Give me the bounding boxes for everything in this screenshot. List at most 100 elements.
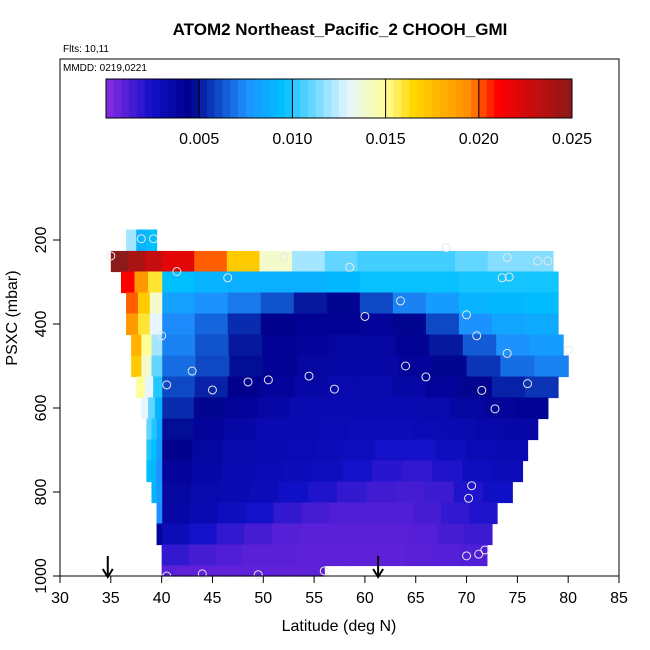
colorbar-segment (408, 79, 418, 118)
heatmap-cell (524, 313, 559, 336)
x-tick-label: 60 (356, 590, 374, 607)
heatmap-cell (336, 481, 367, 504)
colorbar-segment (556, 79, 565, 118)
sample-point (304, 371, 314, 381)
heatmap-cell (307, 481, 338, 504)
heatmap-edge-cell (110, 250, 129, 273)
colorbar-segment (168, 79, 177, 118)
heatmap-cell (392, 271, 427, 294)
heatmap-cell (194, 271, 229, 294)
heatmap-cell (297, 565, 312, 577)
heatmap-cell (324, 544, 352, 567)
sample-point (543, 256, 553, 266)
colorbar-segment (509, 79, 519, 118)
colorbar: 0.005 0.010 0.015 0.020 0.025 (105, 78, 592, 148)
colorbar-segment (393, 79, 402, 118)
x-tick-label: 55 (305, 590, 323, 607)
heatmap-cell (453, 481, 484, 504)
heatmap-cell (326, 313, 361, 336)
heatmap-cell (402, 460, 433, 483)
x-tick-label: 50 (254, 590, 272, 607)
heatmap-cell (451, 397, 485, 420)
heatmap-cell (425, 313, 460, 336)
colorbar-segment (292, 79, 301, 118)
colorbar-segment (175, 79, 185, 118)
heatmap-cell (249, 481, 280, 504)
heatmap-cell (441, 502, 470, 525)
colorbar-segment (432, 79, 441, 118)
heatmap-cell (425, 376, 460, 399)
heatmap-cell (491, 376, 526, 399)
heatmap-cell (458, 271, 493, 294)
colorbar-segment (121, 79, 130, 118)
heatmap-edge-cell (146, 418, 153, 441)
colorbar-segment (276, 79, 286, 118)
colorbar-segment (362, 79, 371, 118)
x-tick-label: 45 (204, 590, 222, 607)
sample-point (263, 375, 273, 385)
colorbar-segment (540, 79, 550, 118)
heatmap-cell (436, 523, 466, 546)
colorbar-segment (214, 79, 223, 118)
colorbar-segment (502, 79, 511, 118)
sample-point (157, 331, 167, 341)
heatmap-cell (161, 481, 192, 504)
heatmap-edge-cell (144, 250, 163, 273)
colorbar-segment (307, 79, 317, 118)
sample-point (502, 348, 512, 358)
heatmap-cell (318, 418, 351, 441)
colorbar-segment (253, 79, 262, 118)
heatmap-edge-cell (151, 418, 158, 441)
sample-points (106, 234, 573, 581)
heatmap-cell (194, 313, 229, 336)
heatmap-edge-cell (146, 229, 158, 252)
x-tick-label: 70 (458, 590, 476, 607)
heatmap-cell (228, 334, 263, 357)
heatmap-cell (189, 502, 219, 525)
heatmap-cell (524, 292, 559, 315)
sample-point (253, 570, 263, 580)
heatmap-cell (459, 544, 488, 567)
heatmap-cell (326, 376, 361, 399)
heatmap-edge-cell (144, 376, 154, 399)
heatmap-edge-cell (156, 523, 163, 546)
heatmap-cell (349, 418, 382, 441)
heatmap-edge-cell (154, 397, 163, 420)
sample-point (462, 310, 472, 320)
heatmap-cell (293, 313, 328, 336)
heatmap-cell (283, 565, 298, 577)
sample-point (279, 252, 289, 262)
heatmap-cell (220, 481, 250, 504)
heatmap-edge-cell (153, 376, 163, 399)
heatmap-edge-cell (141, 397, 149, 420)
x-tick-label: 30 (51, 590, 69, 607)
heatmap-edge-cell (156, 481, 163, 504)
heatmap-cell (455, 250, 489, 273)
x-tick-label: 75 (508, 590, 526, 607)
heatmap-cell (496, 334, 531, 357)
heatmap-cell (161, 418, 194, 441)
colorbar-segment (377, 79, 387, 118)
heatmap-cell (283, 439, 315, 462)
heatmap-cell (405, 439, 437, 462)
heatmap-edge-cell (156, 460, 163, 483)
colorbar-segment (152, 79, 161, 118)
heatmap-cell (359, 376, 394, 399)
heatmap-cell (260, 271, 295, 294)
sample-point (464, 493, 474, 503)
colorbar-segment (137, 79, 146, 118)
heatmap-cell (290, 397, 324, 420)
heatmap-edge-cell (141, 355, 153, 378)
heatmap-cell (278, 481, 309, 504)
heatmap-cell (301, 502, 330, 525)
colorbar-segment (284, 79, 293, 118)
heatmap-cell (161, 502, 191, 525)
heatmap-cell (381, 523, 410, 546)
sample-point (223, 273, 233, 283)
heatmap-edge-cell (151, 334, 163, 357)
heatmap-cell (466, 439, 498, 462)
sample-point (243, 377, 253, 387)
heatmap-cell (175, 565, 190, 577)
colorbar-tick-label: 0.005 (179, 131, 219, 148)
heatmap-edge-cell (151, 439, 158, 462)
